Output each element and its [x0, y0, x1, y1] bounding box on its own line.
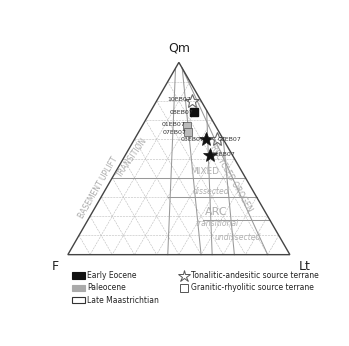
Text: Tonalitic-andesitic source terrane: Tonalitic-andesitic source terrane [191, 271, 319, 280]
Text: TRANSITION: TRANSITION [115, 137, 149, 180]
Text: 11EB07: 11EB07 [211, 152, 235, 157]
Bar [72, 297, 84, 303]
Text: F: F [52, 260, 59, 273]
Text: 01EB07: 01EB07 [162, 122, 186, 127]
Text: undissected: undissected [215, 233, 261, 242]
Text: Late Maastrichtian: Late Maastrichtian [87, 296, 159, 305]
Bar [72, 285, 84, 291]
Text: MIXED: MIXED [190, 167, 219, 176]
Text: transitional: transitional [195, 219, 238, 228]
Text: 08EB07: 08EB07 [170, 110, 193, 115]
Text: 07EB07: 07EB07 [163, 130, 187, 135]
Text: Qm: Qm [168, 42, 190, 55]
Text: Paleocene: Paleocene [87, 283, 126, 292]
Text: Lt: Lt [299, 260, 311, 273]
Text: 10EB07: 10EB07 [167, 97, 191, 102]
Text: 03EB07: 03EB07 [180, 137, 205, 142]
Text: dissected: dissected [193, 187, 229, 196]
Text: Early Eocene: Early Eocene [87, 271, 137, 280]
Bar [72, 272, 84, 279]
Text: ARC: ARC [205, 207, 228, 217]
Text: Granitic-rhyolitic source terrane: Granitic-rhyolitic source terrane [191, 283, 314, 292]
Text: 05EB07: 05EB07 [218, 137, 242, 142]
Text: RECYCLED OROGEN: RECYCLED OROGEN [208, 143, 254, 213]
Text: BASEMENT UPLIFT: BASEMENT UPLIFT [76, 156, 119, 220]
